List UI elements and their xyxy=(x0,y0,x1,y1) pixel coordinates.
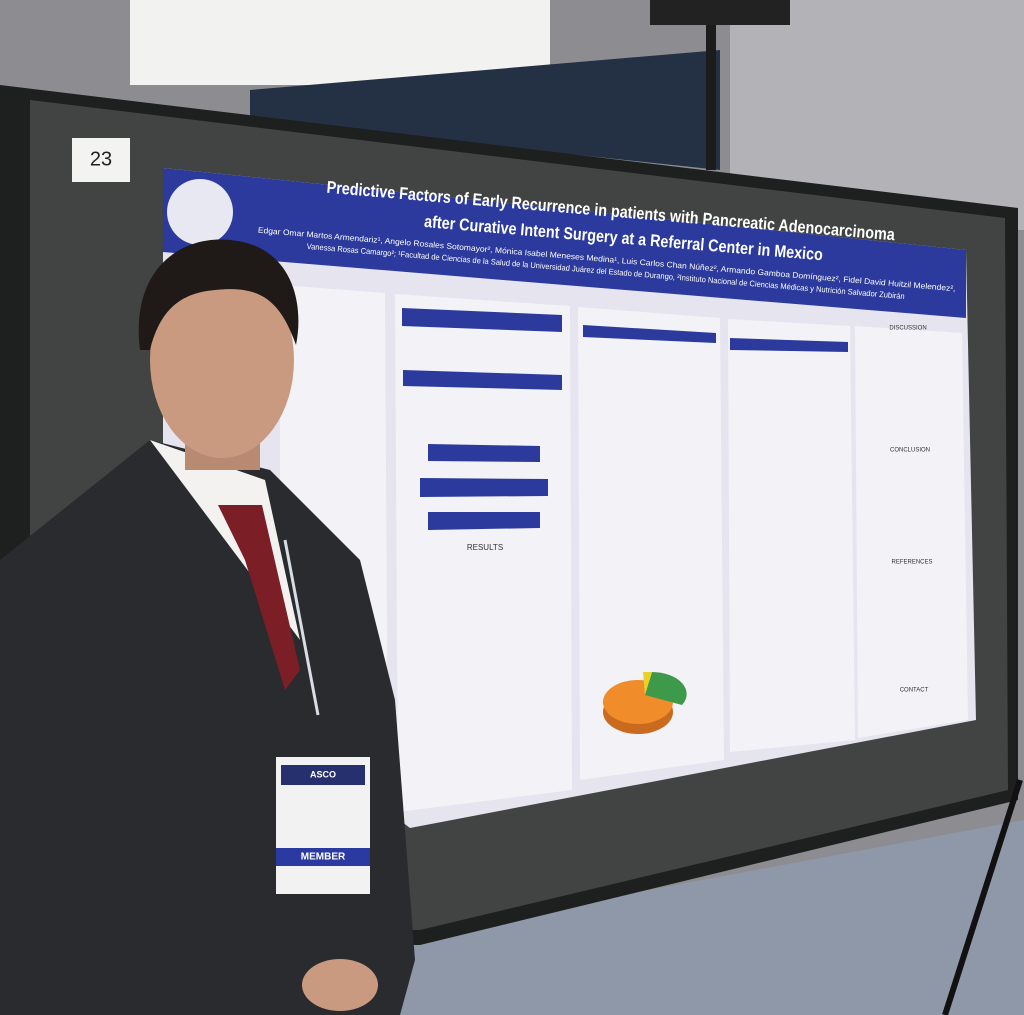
pie-chart xyxy=(603,672,687,734)
section-heading: CONTACT xyxy=(900,688,929,694)
tie xyxy=(218,505,300,690)
poster-column xyxy=(855,326,968,738)
flow-box xyxy=(403,370,562,390)
doorway xyxy=(250,50,720,170)
pie-slice xyxy=(645,672,687,705)
flow-box xyxy=(420,478,548,497)
section-heading: DISCUSSION xyxy=(889,326,926,332)
poster-column xyxy=(728,319,855,752)
number-card xyxy=(72,138,130,182)
badge-org: ASCO xyxy=(310,769,336,779)
badge-band xyxy=(281,765,365,785)
face xyxy=(150,262,294,458)
poster-header xyxy=(163,168,966,318)
hair xyxy=(138,239,299,350)
pie-slice xyxy=(643,672,652,695)
table-header xyxy=(583,325,716,343)
poster-column xyxy=(395,294,572,812)
section-heading: CONCLUSION xyxy=(890,448,930,454)
hands xyxy=(302,959,378,1011)
carpet xyxy=(380,820,1024,1015)
section-heading: RESULTS xyxy=(467,543,503,552)
badge-status: MEMBER xyxy=(301,852,346,863)
flow-box xyxy=(428,444,540,462)
board-number: 23 xyxy=(90,148,112,170)
table-header xyxy=(730,338,848,352)
poster-column xyxy=(578,307,724,780)
logo xyxy=(167,179,233,245)
section-heading: REFERENCES xyxy=(891,560,932,566)
badge-band xyxy=(276,848,370,866)
camera xyxy=(650,0,790,25)
easel-leg xyxy=(942,779,1023,1015)
flow-box xyxy=(428,512,540,530)
camera-stand xyxy=(706,20,716,170)
lanyard xyxy=(283,539,320,716)
flow-box xyxy=(402,308,562,332)
